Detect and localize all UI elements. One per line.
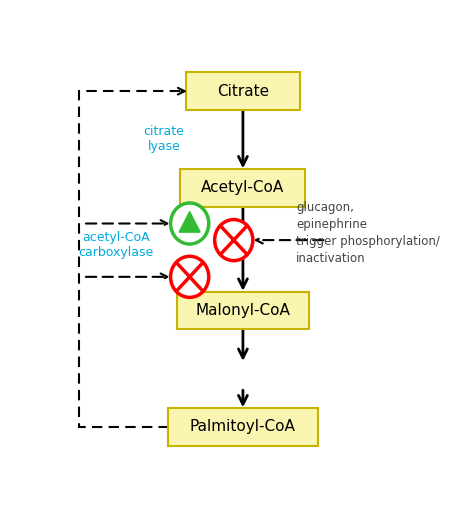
FancyBboxPatch shape xyxy=(186,72,300,110)
Text: Acetyl-CoA: Acetyl-CoA xyxy=(201,181,284,195)
Text: citrate
lyase: citrate lyase xyxy=(144,125,184,152)
FancyBboxPatch shape xyxy=(168,408,318,446)
Text: Malonyl-CoA: Malonyl-CoA xyxy=(195,303,291,318)
Text: Citrate: Citrate xyxy=(217,84,269,98)
FancyBboxPatch shape xyxy=(177,292,309,329)
Text: glucagon,
epinephrine
trigger phosphorylation/
inactivation: glucagon, epinephrine trigger phosphoryl… xyxy=(296,202,440,265)
Circle shape xyxy=(215,220,253,261)
FancyBboxPatch shape xyxy=(181,169,305,207)
Circle shape xyxy=(171,203,209,244)
Circle shape xyxy=(171,256,209,298)
Text: Palmitoyl-CoA: Palmitoyl-CoA xyxy=(190,420,296,435)
Text: acetyl-CoA
carboxylase: acetyl-CoA carboxylase xyxy=(79,231,154,259)
Polygon shape xyxy=(179,211,200,232)
